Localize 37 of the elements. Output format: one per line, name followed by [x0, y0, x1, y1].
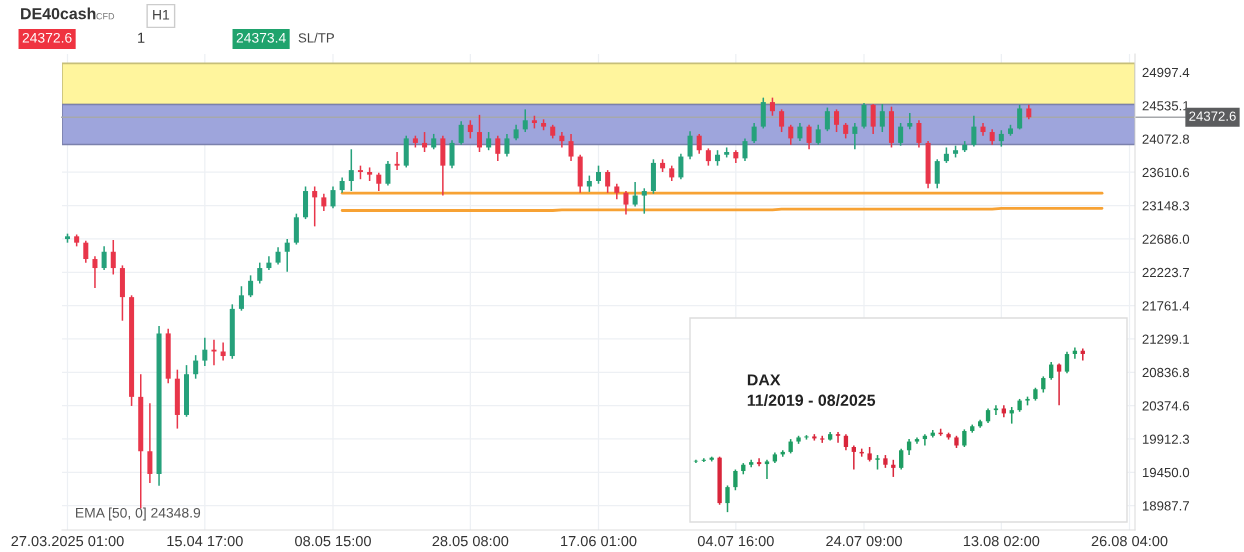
candlestick: [725, 484, 730, 513]
x-tick-label: 27.03.2025 01:00: [11, 535, 124, 547]
ref-line-label: 24372.6: [1189, 111, 1236, 121]
y-tick-label: 21299.1: [1142, 334, 1189, 344]
y-tick-label: 19450.0: [1142, 467, 1190, 478]
text: DE40cash: [21, 7, 96, 20]
y-tick-label: 18987.7: [1142, 501, 1189, 511]
y-tick-label: 22223.7: [1142, 267, 1189, 278]
y-tick-label: 20374.6: [1142, 401, 1190, 411]
text: 24372.6: [22, 32, 72, 43]
y-tick-label: 24072.8: [1142, 134, 1190, 144]
x-tick-label: 24.07 09:00: [826, 535, 902, 547]
x-tick-label: 13.08 02:00: [963, 535, 1040, 547]
text: 24373.4: [236, 32, 286, 43]
text: DAX: [747, 374, 781, 386]
text: 1: [138, 32, 145, 43]
x-tick-label: 04.07 16:00: [697, 535, 774, 547]
y-tick-label: 23610.6: [1142, 167, 1190, 178]
y-tick-label: 19912.3: [1142, 434, 1190, 444]
x-tick-label: 28.05 08:00: [432, 535, 509, 547]
x-tick-label: 15.04 17:00: [167, 535, 243, 547]
y-tick-label: 22686.0: [1142, 234, 1190, 244]
candlestick: [733, 468, 738, 492]
x-tick-label: 17.06 01:00: [561, 535, 637, 547]
y-tick-label: 24997.4: [1142, 67, 1190, 78]
text: H1: [153, 10, 170, 20]
text: CFD: [96, 13, 115, 20]
y-tick-label: 20836.8: [1142, 367, 1190, 378]
y-tick-label: 21761.4: [1142, 301, 1190, 311]
x-tick-label: 26.08 04:00: [1091, 535, 1168, 547]
text: SL/TP: [298, 32, 334, 43]
y-tick-label: 23148.3: [1142, 201, 1190, 211]
text: 11/2019 - 08/2025: [747, 394, 876, 407]
annotation: EMA [50, 0] 24348.9: [76, 507, 201, 521]
candlestick: [717, 455, 722, 506]
x-tick-label: 08.05 15:00: [295, 535, 371, 547]
y-tick-label: 24535.1: [1142, 101, 1189, 111]
